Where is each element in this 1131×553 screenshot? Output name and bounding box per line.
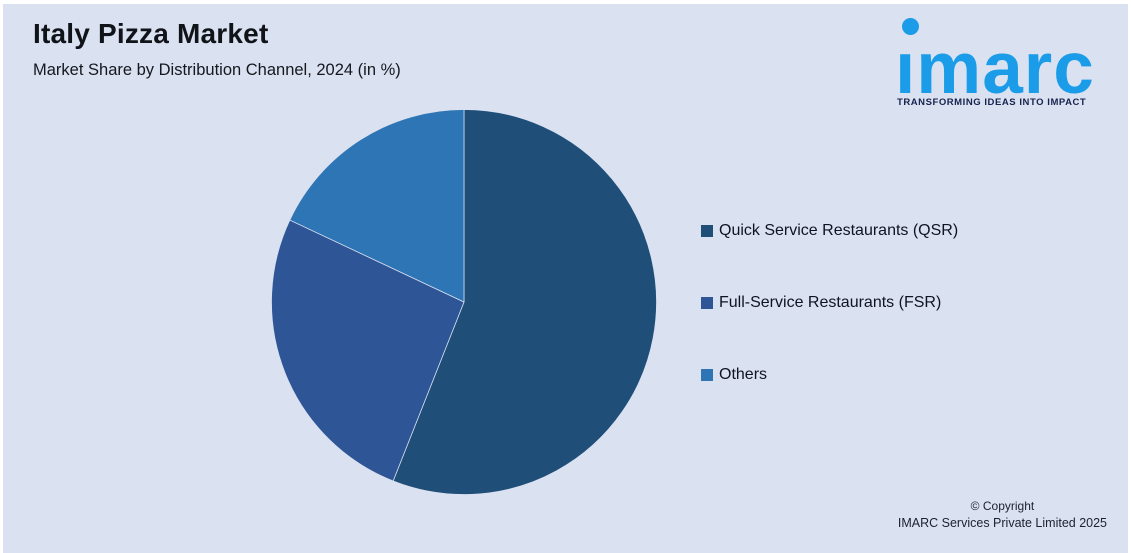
legend-item-qsr: Quick Service Restaurants (QSR) bbox=[701, 218, 958, 243]
imarc-logo-tagline: TRANSFORMING IDEAS INTO IMPACT bbox=[897, 97, 1087, 108]
legend-label-others: Others bbox=[719, 365, 768, 383]
legend-label-fsr: Full-Service Restaurants (FSR) bbox=[719, 293, 942, 311]
chart-canvas: Italy Pizza Market Market Share by Distr… bbox=[3, 4, 1128, 553]
chart-subtitle: Market Share by Distribution Channel, 20… bbox=[33, 61, 401, 79]
pie-chart bbox=[271, 109, 657, 495]
legend-item-others: Others bbox=[701, 362, 958, 387]
legend-item-fsr: Full-Service Restaurants (FSR) bbox=[701, 290, 958, 315]
legend-label-qsr: Quick Service Restaurants (QSR) bbox=[719, 221, 959, 239]
copyright-note: © Copyright IMARC Services Private Limit… bbox=[898, 499, 1107, 530]
legend-marker-others-icon bbox=[701, 368, 713, 381]
copyright-line1: © Copyright bbox=[970, 499, 1035, 513]
pie-slice-0 bbox=[392, 109, 657, 495]
copyright-line2: IMARC Services Private Limited 2025 bbox=[897, 516, 1107, 530]
imarc-logo-wordmark: ımarc bbox=[895, 10, 1115, 109]
imarc-logo: ımarc TRANSFORMING IDEAS INTO IMPACT bbox=[895, 10, 1115, 109]
pie-slice-2 bbox=[289, 109, 465, 303]
chart-title: Italy Pizza Market bbox=[33, 18, 269, 49]
pie-slice-1 bbox=[271, 219, 465, 482]
legend-marker-fsr-icon bbox=[701, 296, 713, 309]
imarc-logo-text: ımarc bbox=[895, 28, 1095, 109]
chart-legend: Quick Service Restaurants (QSR) Full-Ser… bbox=[701, 218, 958, 434]
imarc-logo-dot-icon bbox=[902, 18, 919, 35]
legend-marker-qsr-icon bbox=[701, 224, 713, 237]
